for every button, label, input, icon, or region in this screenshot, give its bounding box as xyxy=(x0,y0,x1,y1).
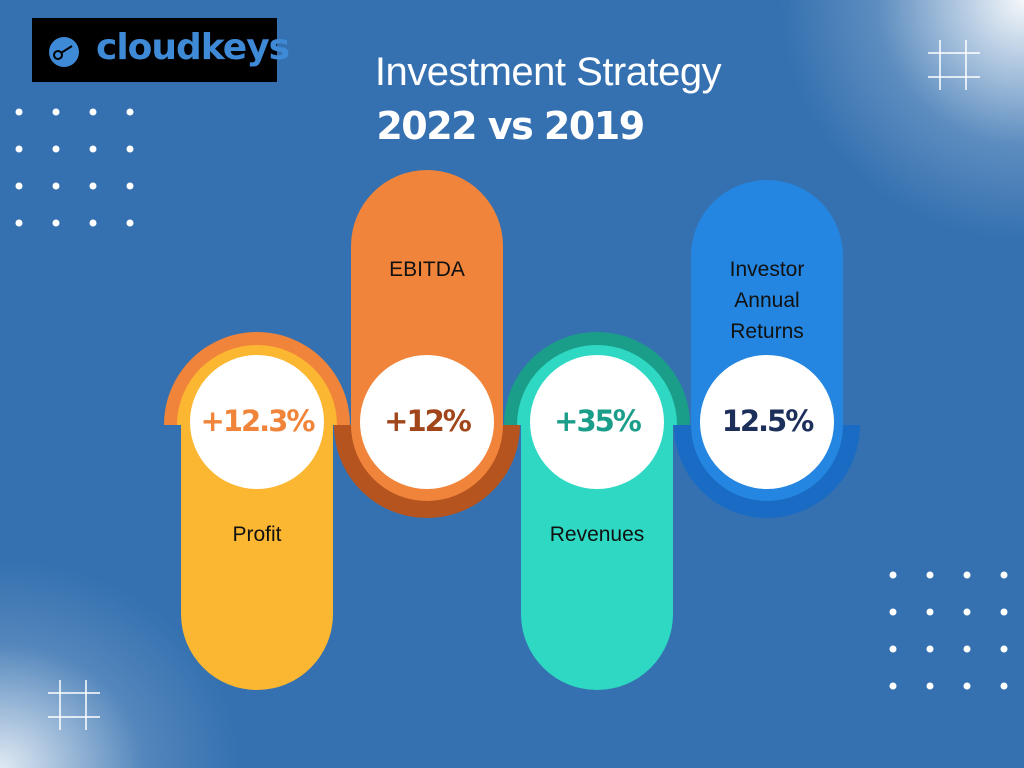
item-label: Investor Annual Returns xyxy=(729,258,805,343)
item-value: +12% xyxy=(384,404,472,438)
item-label: Revenues xyxy=(549,523,645,546)
title: Investment Strategy xyxy=(374,50,722,94)
item-label: EBITDA xyxy=(389,258,465,281)
item-value: +35% xyxy=(554,404,642,438)
item-value: +12.3% xyxy=(200,404,316,438)
item-label: Profit xyxy=(232,523,282,546)
item-value: 12.5% xyxy=(721,404,815,438)
logo-text: cloudkeys xyxy=(96,27,290,68)
subtitle: 2022 vs 2019 xyxy=(376,104,645,148)
